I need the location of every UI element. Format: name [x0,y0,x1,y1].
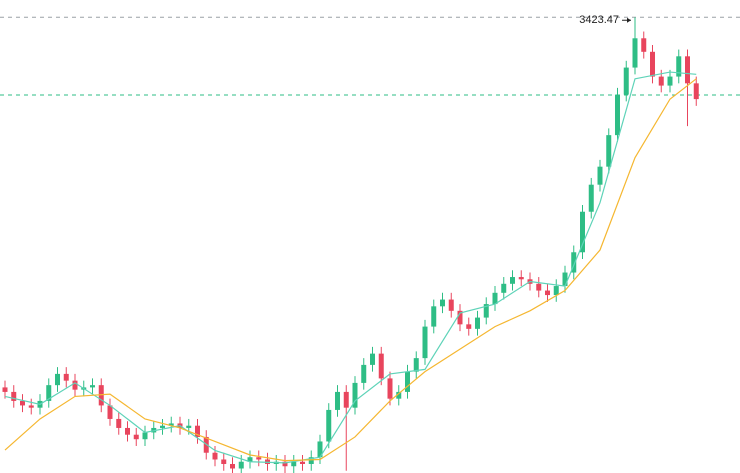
candle-body [186,425,192,428]
candle-body [693,83,699,100]
candle-body [562,272,568,287]
candle-body [352,382,358,408]
candle-body [518,277,524,280]
candle-body [501,283,507,293]
candle-body [448,299,454,311]
candle-body [667,76,673,86]
candle-body [116,418,122,428]
candle-body [308,457,314,464]
candle-body [247,457,253,462]
candle-body [588,184,594,212]
candle-body [685,56,690,84]
candle-body [2,387,8,392]
candle-body [615,94,620,136]
candle-body [343,391,349,408]
moving-average-line [4,71,697,464]
candle-body [641,38,647,52]
candle-body [440,299,445,307]
candle-body [282,461,288,467]
candle-body [361,364,367,383]
candle-body [335,391,340,410]
candle-body [632,38,638,68]
candle-body [536,283,542,291]
candle-body [597,166,603,185]
max-price-arrowhead [627,17,631,23]
candle-body [11,391,17,401]
candle-body [28,405,34,408]
candle-body [492,292,498,305]
candle-body [133,434,139,440]
candle-body [317,441,323,458]
candle-body [125,427,130,435]
candle-body [457,310,463,325]
candle-body [413,358,419,372]
candle-body [90,385,95,388]
candle-body [370,353,375,365]
candle-body [195,425,200,437]
candle-body [405,371,410,392]
candle-body [20,400,25,406]
candle-body [475,317,480,329]
candle-body [238,461,244,469]
candle-body [553,286,559,296]
candle-body [483,304,489,318]
candle-body [326,409,332,442]
candle-body [650,51,655,77]
candle-body [160,425,165,428]
candle-body [300,461,305,464]
candle-body [545,290,550,296]
candle-body [606,135,612,167]
candle-body [221,459,227,464]
candle-body [387,378,393,399]
candle-body [378,353,384,379]
candle-body [623,67,629,95]
candle-body [256,457,262,460]
candle-body [466,324,472,329]
candle-body [676,56,682,77]
candle-body [422,326,428,359]
candle-body [396,391,402,399]
candle-body [72,380,78,390]
candle-body [168,423,174,426]
candle-body [571,252,577,273]
candle-body [658,76,664,86]
candle-body [55,373,60,386]
candle-body [63,373,69,381]
candle-body [212,452,218,460]
candle-body [510,277,515,284]
candle-body [107,405,113,419]
candle-body [291,461,297,467]
max-price-label: 3423.47 [579,14,619,26]
moving-average-line [4,78,697,462]
candle-body [46,385,52,401]
candle-body [431,306,437,327]
candle-body [580,211,585,253]
candle-body [142,432,148,440]
candle-body [230,463,235,469]
